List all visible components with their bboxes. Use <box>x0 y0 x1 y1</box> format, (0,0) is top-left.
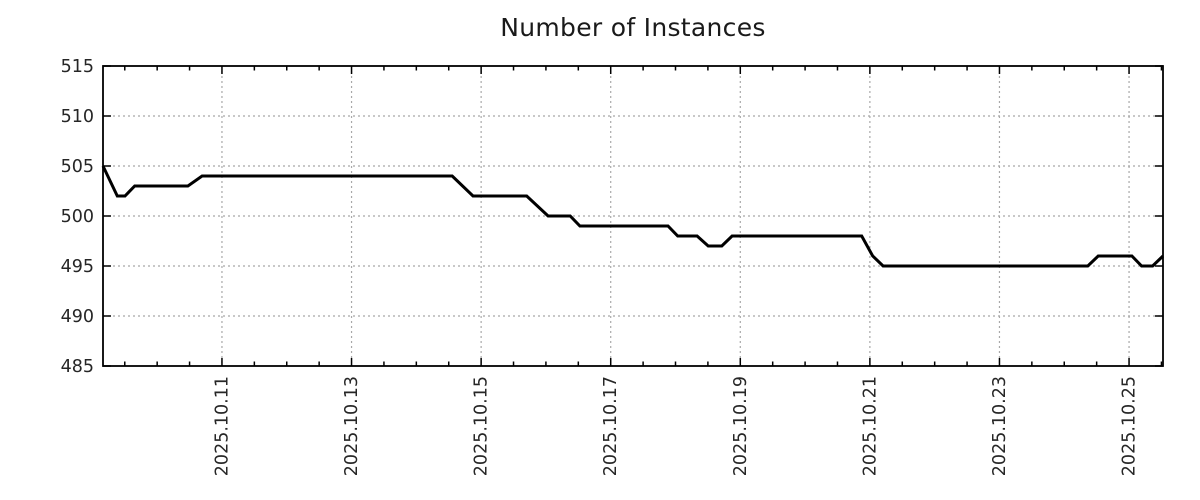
y-tick-label: 505 <box>61 157 94 177</box>
x-tick-label: 2025.10.17 <box>601 376 621 476</box>
y-tick-label: 485 <box>61 357 94 377</box>
x-tick-label: 2025.10.19 <box>731 376 751 476</box>
y-tick-label: 495 <box>61 257 94 277</box>
data-line-instances <box>101 165 1165 268</box>
y-tick-label: 510 <box>61 107 94 127</box>
chart-title: Number of Instances <box>500 13 766 42</box>
x-tick-label: 2025.10.11 <box>212 376 232 476</box>
y-tick-label: 490 <box>61 307 94 327</box>
x-tick-label: 2025.10.13 <box>342 376 362 476</box>
x-tick-label: 2025.10.21 <box>860 376 880 476</box>
x-tick-label: 2025.10.23 <box>990 376 1010 476</box>
y-tick-label: 515 <box>61 57 94 77</box>
x-tick-label: 2025.10.25 <box>1120 376 1140 476</box>
y-tick-label: 500 <box>61 207 94 227</box>
x-tick-label: 2025.10.15 <box>472 376 492 476</box>
